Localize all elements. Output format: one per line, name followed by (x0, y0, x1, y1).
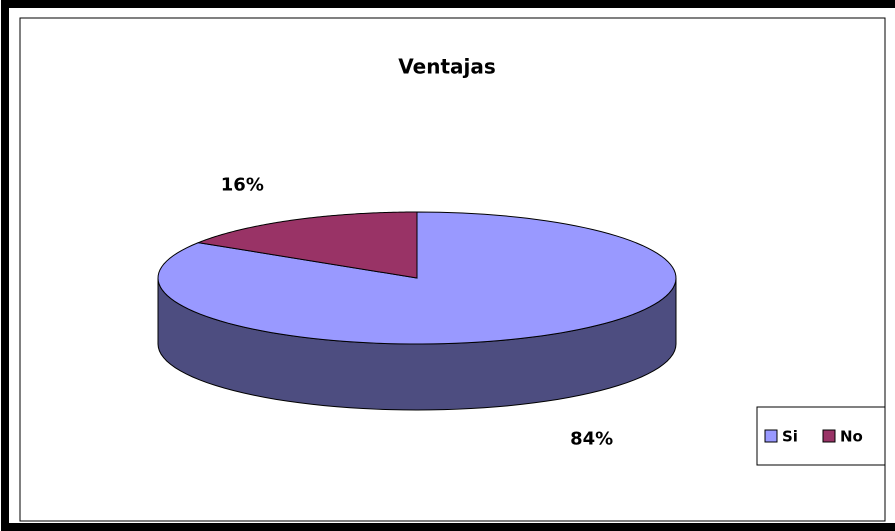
chart-title: Ventajas (398, 55, 496, 79)
legend-box (756, 406, 886, 466)
legend-label: No (840, 428, 863, 446)
data-label: 16% (221, 174, 264, 195)
legend-label: Si (782, 428, 798, 446)
slice (157, 211, 677, 345)
legend-swatch (764, 429, 778, 443)
data-label: 84% (570, 429, 613, 450)
legend-swatch (822, 429, 836, 443)
slice (196, 211, 418, 279)
